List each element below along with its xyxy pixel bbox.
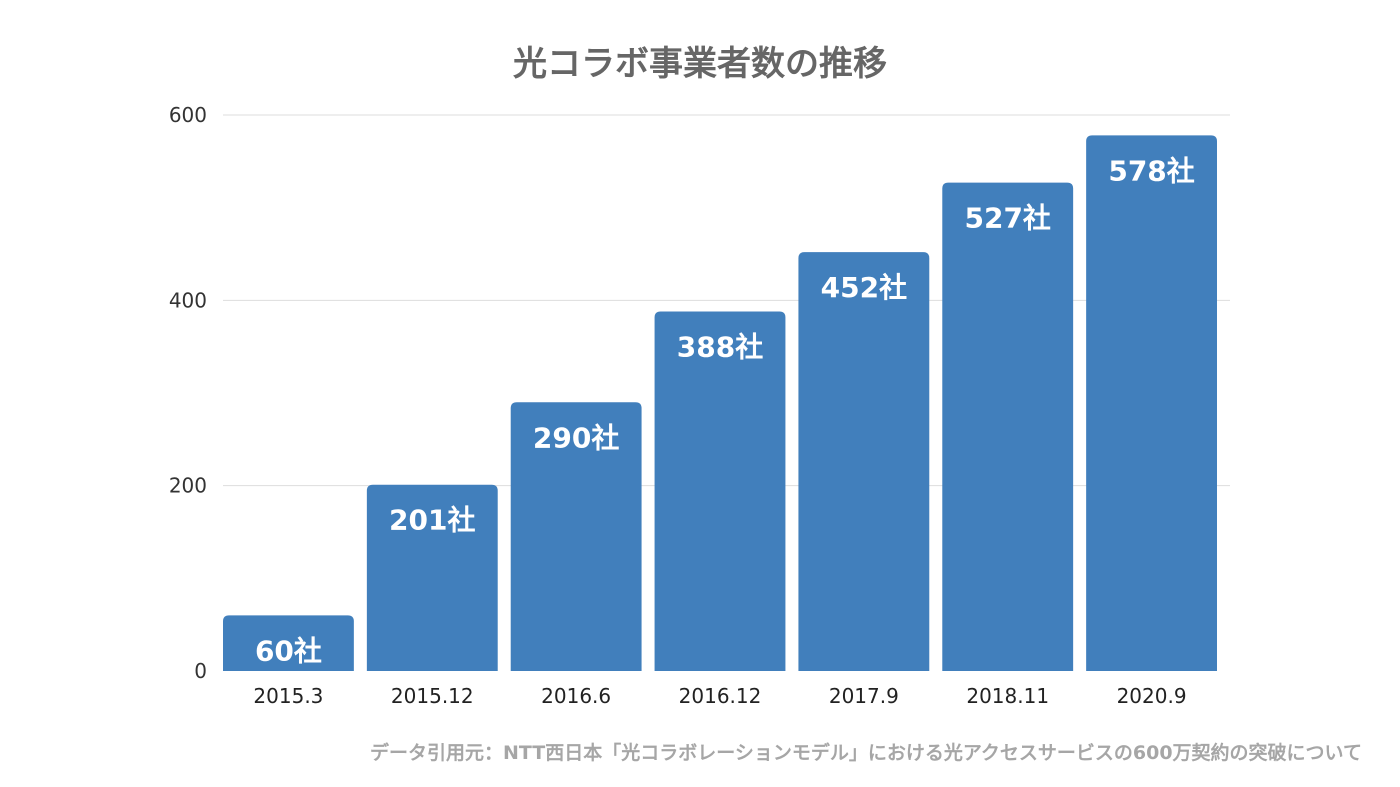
bar-2018.11 [942,182,1074,671]
x-tick-label: 2020.9 [1117,684,1187,708]
x-tick-label: 2015.3 [253,684,323,708]
bar-2016.6 [510,402,642,671]
data-label: 578社 [1108,154,1194,187]
x-tick-label: 2016.12 [679,684,762,708]
source-note: データ引用元：NTT西日本「光コラボレーションモデル」における光アクセスサービス… [369,742,1362,764]
data-label: 452社 [821,271,907,304]
bar-2015.12 [366,484,498,671]
chart-title: 光コラボ事業者数の推移 [513,44,887,84]
data-label: 60社 [255,634,322,667]
bar-2020.9 [1086,135,1217,672]
y-tick-label: 200 [169,474,207,498]
x-tick-label: 2016.6 [541,684,611,708]
bar-2016.12 [654,311,786,671]
data-label: 527社 [964,202,1050,235]
bar-2017.9 [798,252,930,671]
bars [223,135,1217,672]
data-label: 201社 [389,504,475,537]
y-tick-label: 400 [169,288,207,312]
x-tick-label: 2018.11 [966,684,1049,708]
y-tick-label: 600 [169,103,207,127]
bar-2015.3 [223,615,354,671]
data-label: 388社 [677,330,763,363]
data-label: 290社 [533,421,619,454]
x-axis-ticks: 2015.3 2015.12 2016.6 2016.12 2017.9 2018.11 2… [253,684,1186,708]
x-tick-label: 2017.9 [829,684,899,708]
y-axis-ticks: 0 200 400 600 [169,103,207,683]
y-tick-label: 0 [194,659,207,683]
x-tick-label: 2015.12 [391,684,474,708]
data-labels: 60社 201社 290社 388社 452社 527社 578社 [255,154,1195,667]
